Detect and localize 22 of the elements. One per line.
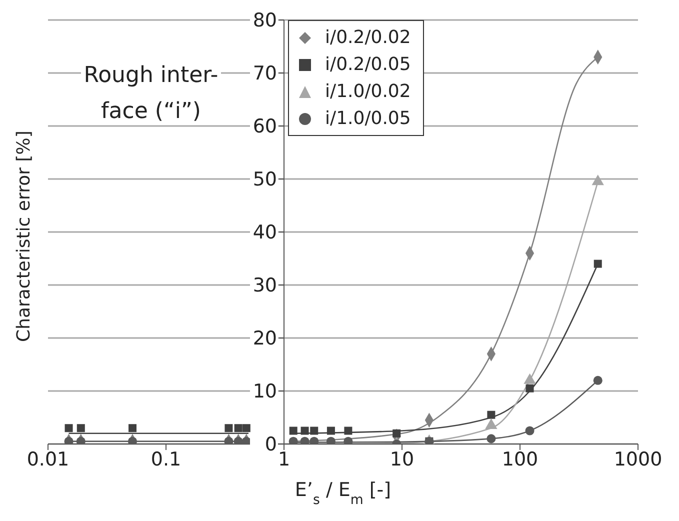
x-tick-label: 1000	[614, 448, 662, 470]
annotation: Rough inter-face (“i”)	[82, 63, 220, 124]
y-tick-label: 40	[252, 222, 277, 244]
legend-label: i/0.2/0.02	[325, 26, 411, 50]
y-axis-title: Characteristic error [%]	[13, 130, 34, 342]
y-tick-label: 10	[252, 380, 277, 403]
x-tick-label: 0.1	[150, 448, 182, 470]
x-tick-label: 1	[278, 448, 290, 470]
y-tick-label: 50	[252, 168, 277, 191]
legend-label: i/1.0/0.02	[325, 80, 411, 104]
x-tick-label: 0.01	[26, 448, 70, 470]
x-tick-label: 10	[390, 448, 414, 470]
y-tick-label: 60	[252, 116, 277, 138]
y-tick-label: 70	[252, 62, 277, 85]
legend-label: i/1.0/0.05	[325, 107, 411, 131]
y-tick-label: 80	[252, 10, 277, 32]
x-axis-title: E’$_{s}$ / E$_{m}$ [-]	[294, 479, 392, 508]
y-tick-label: 30	[252, 274, 277, 297]
legend-label: i/0.2/0.05	[325, 53, 411, 77]
y-tick-label: 20	[252, 328, 277, 350]
x-tick-label: 100	[502, 448, 538, 470]
y-tick-label: 0	[264, 434, 277, 456]
